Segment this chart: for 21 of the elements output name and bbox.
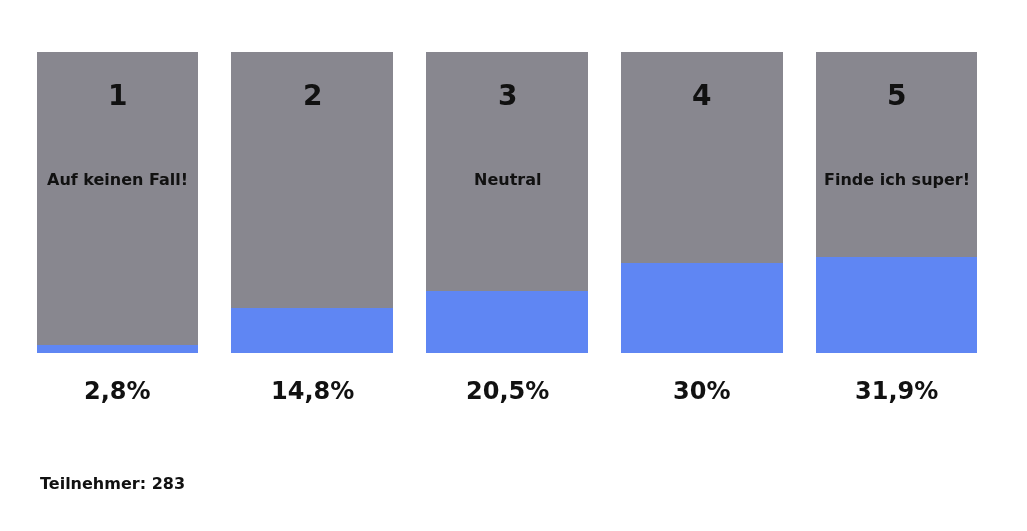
data-label: 31,9% [855, 377, 939, 405]
bar [36, 344, 199, 353]
data-label: 14,8% [271, 377, 355, 405]
category-label: 3 Neutral [474, 79, 542, 189]
x-tick-label: 2 [303, 79, 323, 112]
bar [231, 52, 394, 309]
bar [815, 256, 978, 353]
bar [426, 52, 588, 292]
data-label: 2,8% [84, 377, 151, 405]
bar [231, 308, 394, 353]
data-label: 30% [673, 377, 731, 405]
bar [36, 52, 199, 345]
bar [426, 291, 588, 353]
category-label: 5 Finde ich super! [824, 79, 971, 189]
bar [815, 52, 978, 257]
bar [620, 262, 783, 353]
text: Teilnehmer: 283 [40, 474, 186, 493]
data-label: 20,5% [466, 377, 550, 405]
x-tick-label: 4 [692, 79, 712, 112]
bar [620, 52, 783, 263]
category-label: 1 Auf keinen Fall! [47, 79, 189, 189]
